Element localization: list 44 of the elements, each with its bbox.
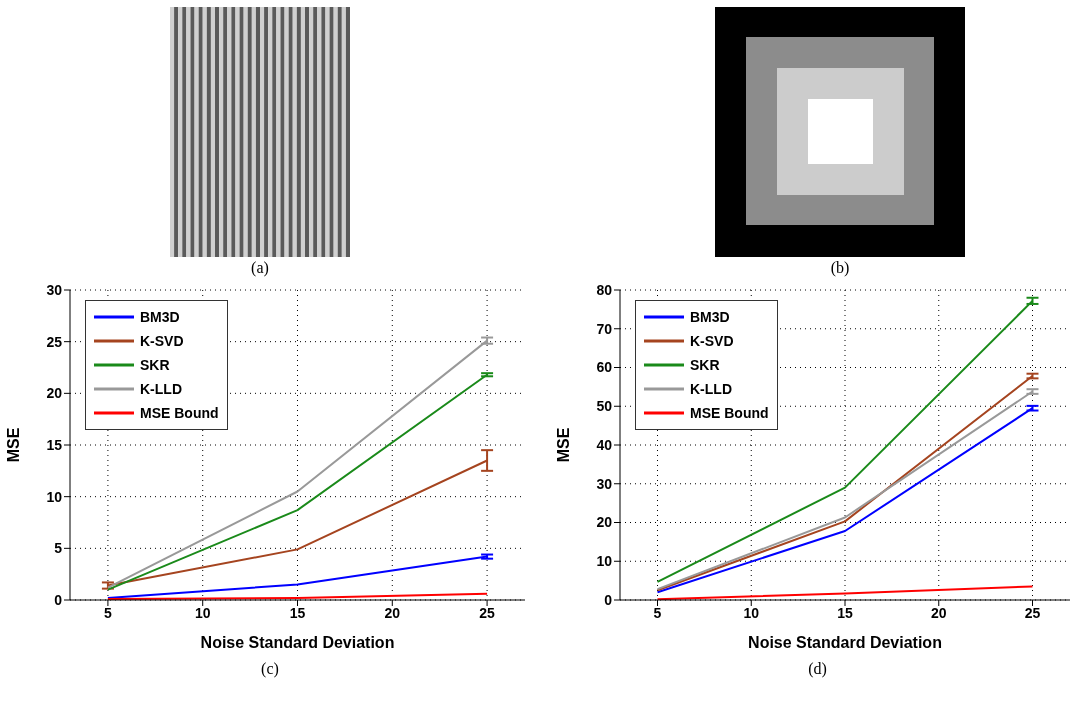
legend-label: BM3D: [690, 308, 730, 327]
y-tick-label: 20: [46, 385, 63, 402]
legend-label: MSE Bound: [690, 404, 769, 423]
text: (a): [251, 259, 269, 277]
y-axis-title: MSE: [554, 427, 572, 463]
y-tick-label: 30: [46, 281, 63, 298]
legend-label: BM3D: [140, 308, 180, 327]
legend-label: K-LLD: [140, 380, 182, 399]
legend-label: SKR: [140, 356, 170, 375]
legend-label: K-SVD: [140, 332, 184, 351]
y-tick-label: 20: [596, 514, 613, 531]
y-tick-label: 50: [596, 398, 613, 415]
x-tick-label: 15: [289, 604, 306, 621]
y-tick-label: 5: [54, 540, 63, 557]
legend-label: MSE Bound: [140, 404, 219, 423]
legend-label: K-SVD: [690, 332, 734, 351]
y-tick-label: 80: [596, 281, 613, 298]
y-tick-label: 10: [596, 553, 613, 570]
y-tick-label: 15: [46, 436, 63, 453]
text: (d): [807, 660, 828, 678]
x-axis-title: Noise Standard Deviation: [748, 634, 942, 651]
y-axis-title: MSE: [4, 427, 22, 463]
y-tick-label: 70: [596, 320, 613, 337]
y-tick-label: 10: [46, 488, 63, 505]
x-tick-label: 15: [837, 604, 853, 621]
x-tick-label: 10: [743, 604, 760, 621]
x-tick-label: 10: [194, 604, 211, 621]
x-tick-label: 20: [930, 604, 947, 621]
y-tick-label: 30: [596, 475, 613, 492]
text: (b): [830, 259, 850, 277]
text: (c): [260, 660, 280, 678]
x-tick-label: 5: [104, 604, 113, 621]
x-tick-label: 20: [384, 604, 401, 621]
legend-label: K-LLD: [690, 380, 732, 399]
legend-label: SKR: [690, 356, 720, 375]
x-tick-label: 25: [1024, 604, 1041, 621]
y-tick-label: 40: [596, 436, 613, 453]
y-tick-label: 0: [604, 591, 613, 608]
x-tick-label: 5: [653, 604, 662, 621]
x-tick-label: 25: [479, 604, 496, 621]
y-tick-label: 25: [46, 333, 63, 350]
x-axis-title: Noise Standard Deviation: [200, 634, 395, 651]
y-tick-label: 0: [54, 591, 63, 608]
y-tick-label: 60: [596, 359, 613, 376]
